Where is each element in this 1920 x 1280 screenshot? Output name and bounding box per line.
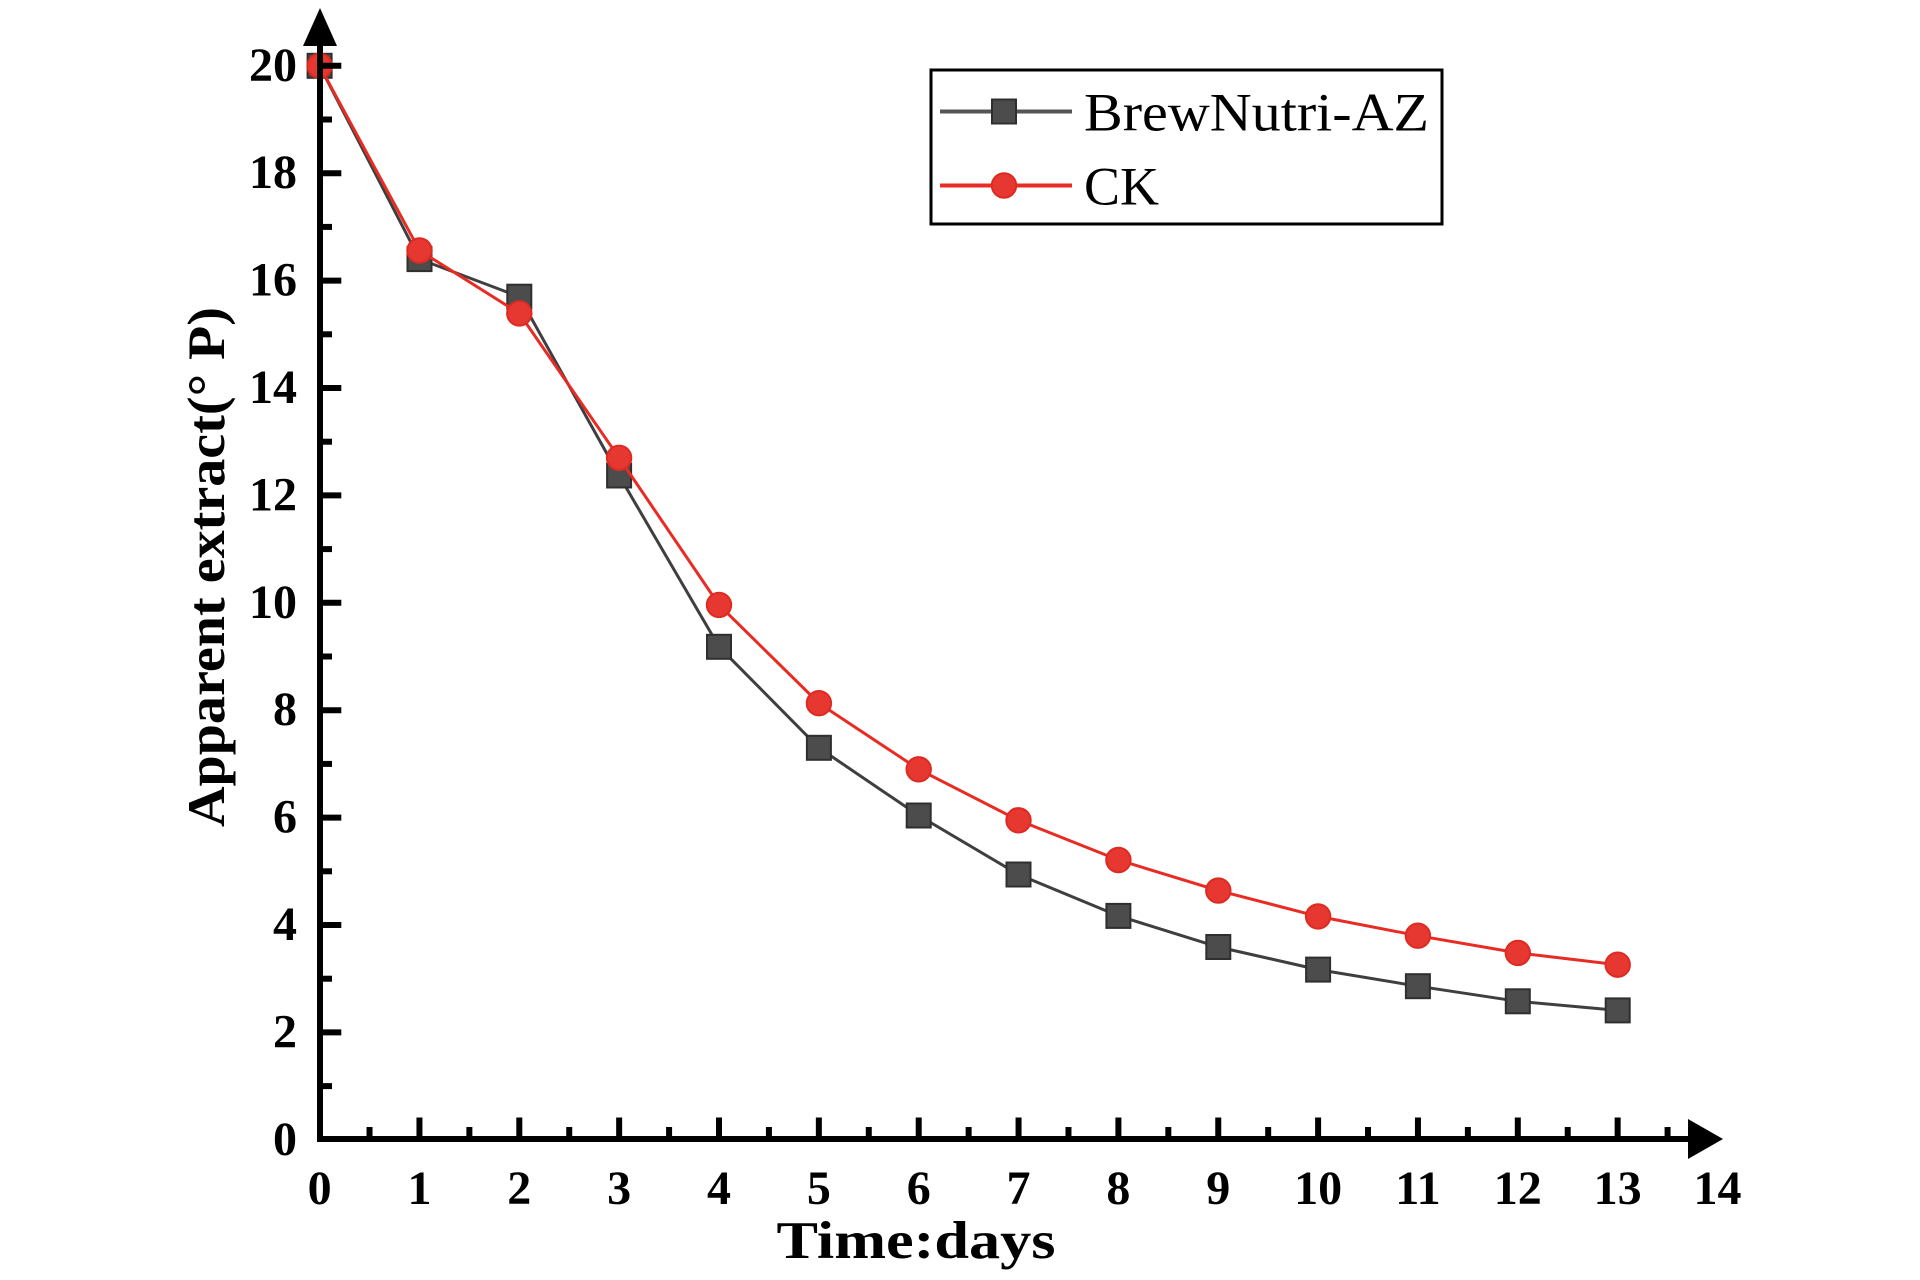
svg-text:4: 4	[707, 1162, 731, 1215]
svg-text:3: 3	[607, 1162, 631, 1215]
svg-text:6: 6	[273, 791, 297, 844]
svg-text:0: 0	[273, 1113, 297, 1166]
svg-text:10: 10	[1294, 1162, 1342, 1215]
svg-text:7: 7	[1007, 1162, 1031, 1215]
svg-text:9: 9	[1206, 1162, 1230, 1215]
svg-text:13: 13	[1594, 1162, 1642, 1215]
svg-text:12: 12	[249, 468, 297, 521]
svg-text:5: 5	[807, 1162, 831, 1215]
svg-text:8: 8	[1106, 1162, 1130, 1215]
svg-text:10: 10	[249, 576, 297, 629]
svg-text:8: 8	[273, 683, 297, 736]
svg-text:1: 1	[407, 1162, 431, 1215]
svg-text:BrewNutri-AZ: BrewNutri-AZ	[1084, 83, 1429, 143]
svg-text:4: 4	[273, 898, 297, 951]
svg-text:2: 2	[273, 1005, 297, 1058]
svg-text:16: 16	[249, 254, 297, 307]
svg-text:CK: CK	[1084, 157, 1159, 217]
svg-text:14: 14	[249, 361, 297, 414]
svg-text:Time:days: Time:days	[777, 1212, 1056, 1270]
svg-text:6: 6	[907, 1162, 931, 1215]
svg-text:2: 2	[507, 1162, 531, 1215]
svg-text:11: 11	[1395, 1162, 1440, 1215]
svg-text:20: 20	[249, 39, 297, 92]
svg-text:18: 18	[249, 146, 297, 199]
svg-text:0: 0	[308, 1162, 332, 1215]
svg-text:14: 14	[1694, 1162, 1742, 1215]
svg-text:12: 12	[1494, 1162, 1542, 1215]
svg-text:Apparent extract(° P): Apparent extract(° P)	[178, 307, 236, 827]
